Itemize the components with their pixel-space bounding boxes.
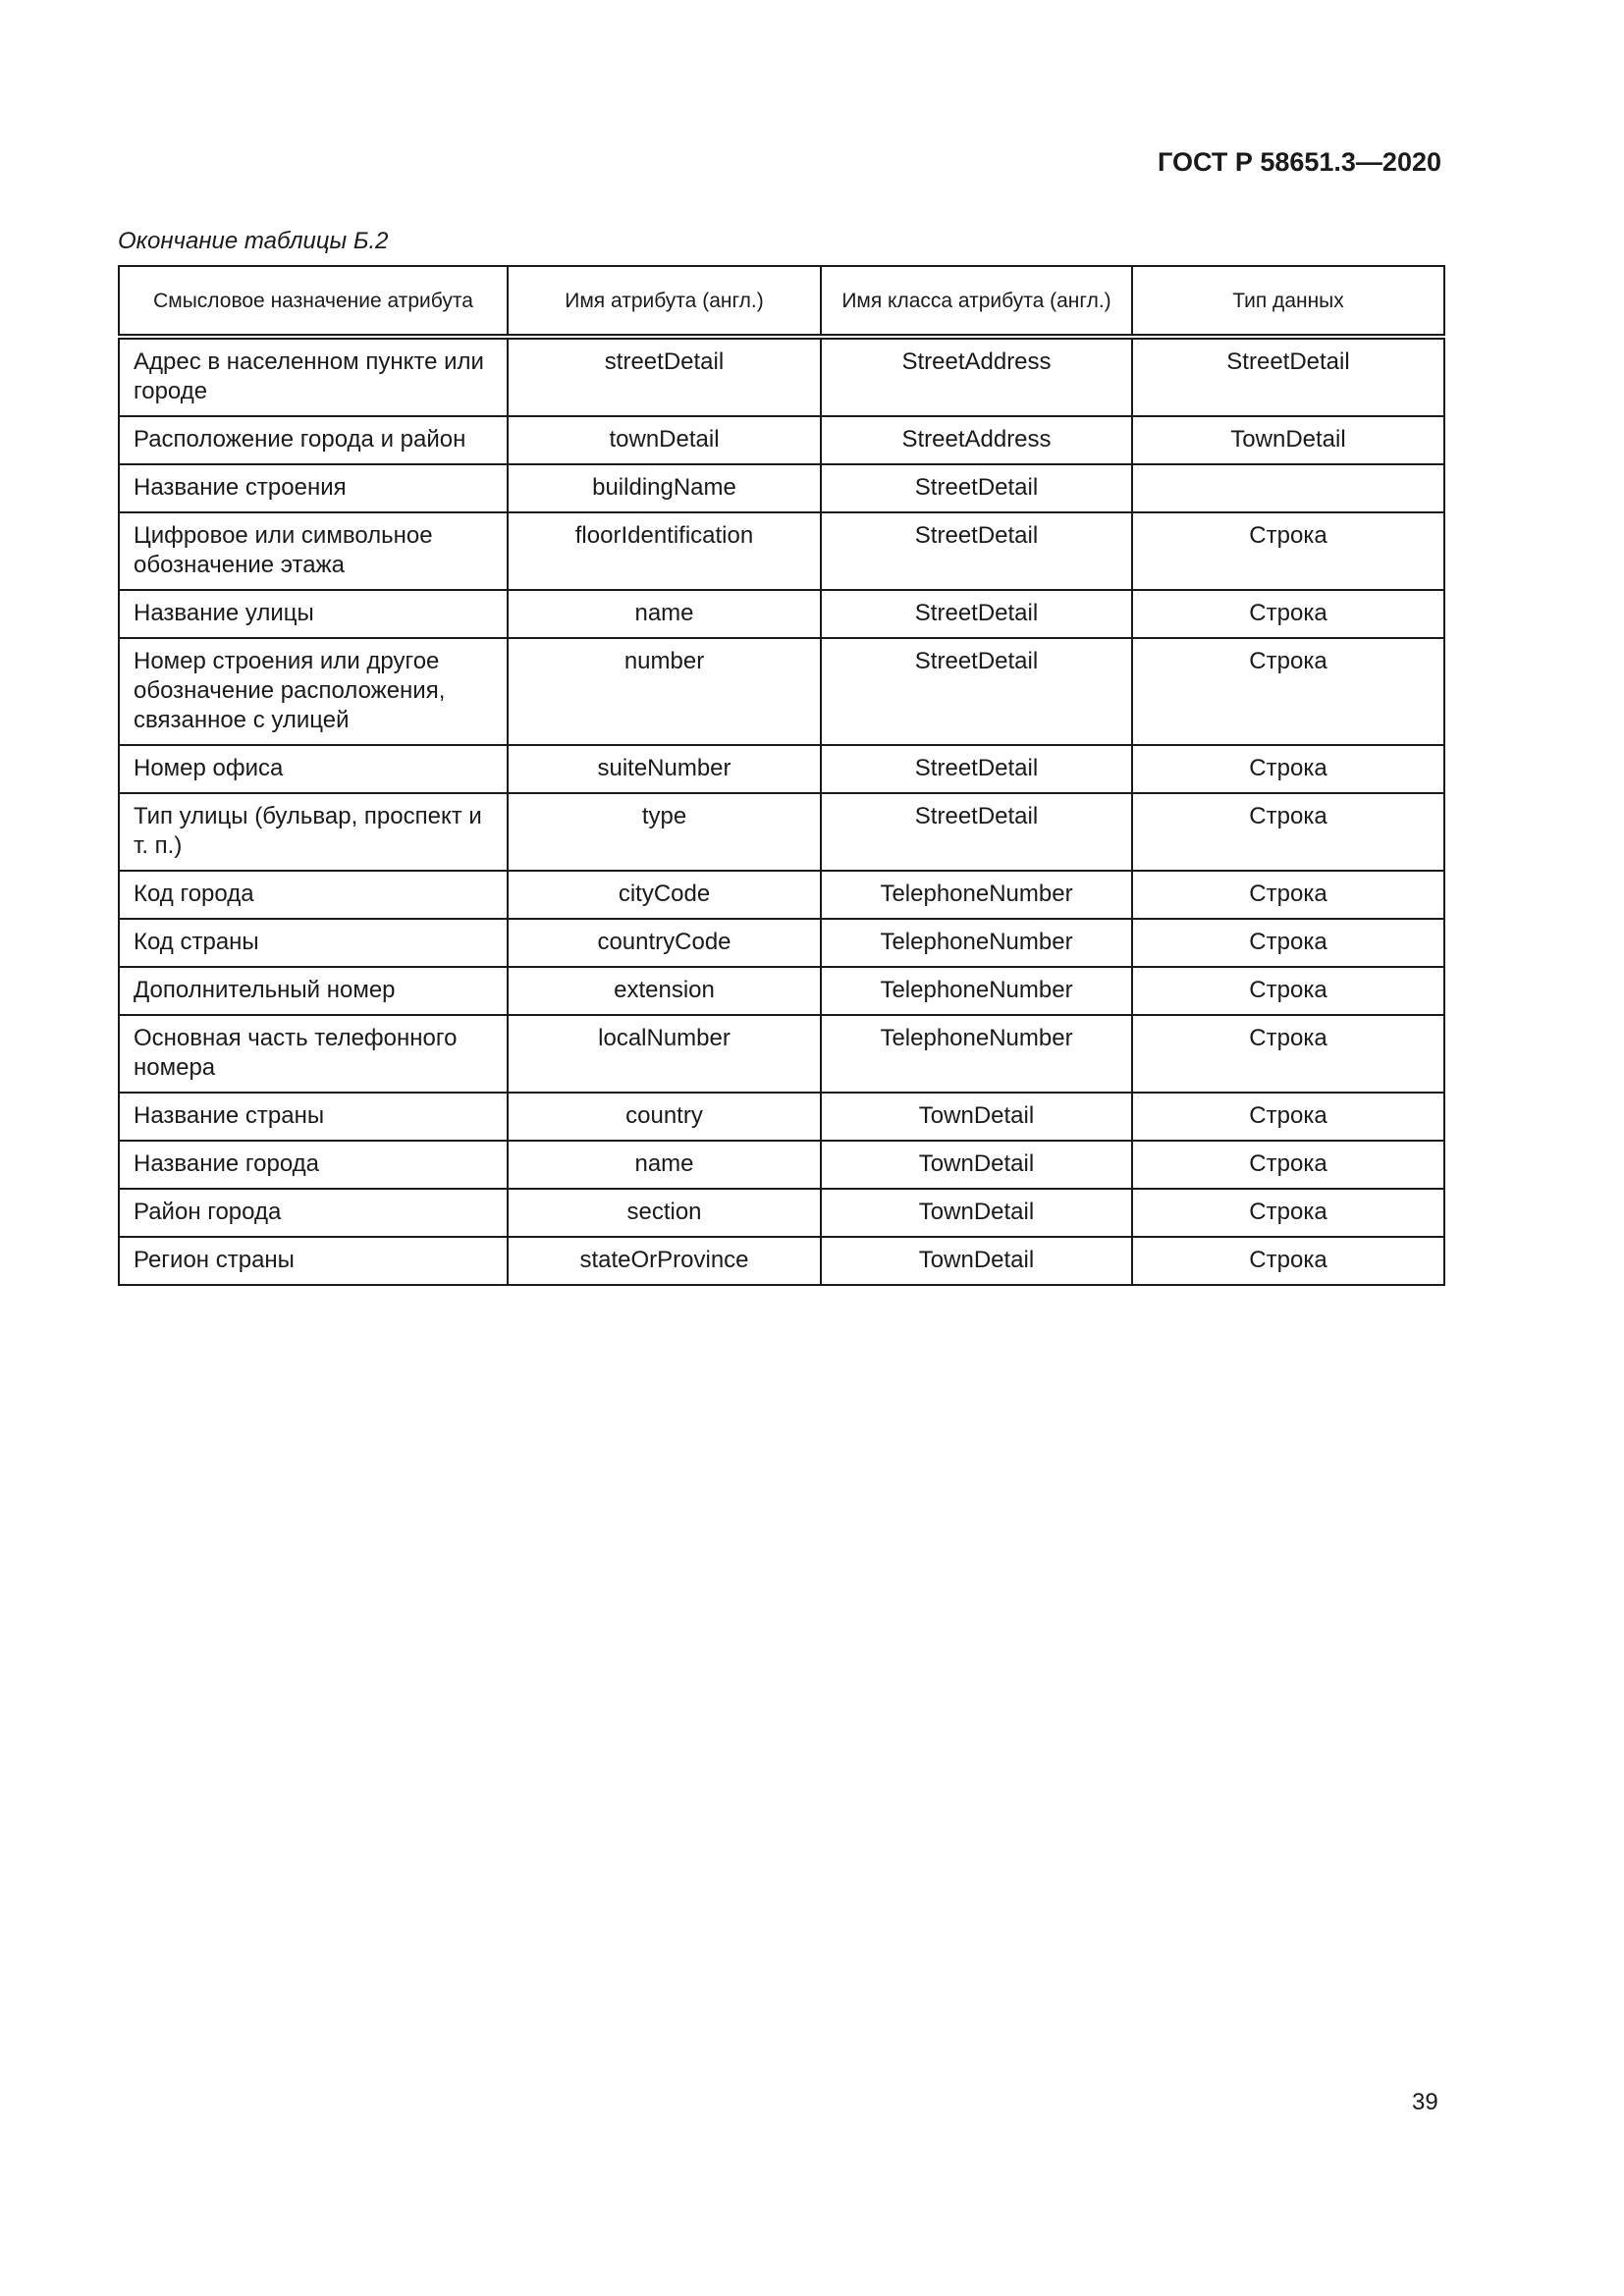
table-cell: StreetDetail (820, 744, 1133, 794)
table-row: Район города section TownDetail Строка (118, 1188, 1445, 1238)
table-cell: TelephoneNumber (820, 870, 1133, 920)
table-cell: Номер строения или другое обозначение ра… (118, 637, 509, 746)
table-cell: stateOrProvince (507, 1236, 822, 1286)
table-row: Адрес в населенном пункте или городе stre… (118, 336, 1445, 417)
table-row: Цифровое или символьное обозначение этаж… (118, 511, 1445, 591)
table-cell: TownDetail (820, 1188, 1133, 1238)
column-header: Смысловое назначение атрибута (118, 265, 509, 340)
table-row: Название страны country TownDetail Строка (118, 1092, 1445, 1142)
table-cell: StreetDetail (820, 463, 1133, 513)
table-cell: floorIdentification (507, 511, 822, 591)
table-cell: Адрес в населенном пункте или городе (118, 336, 509, 417)
table-cell: Строка (1131, 1188, 1445, 1238)
table-cell: Код страны (118, 918, 509, 968)
table-cell: Регион страны (118, 1236, 509, 1286)
table-cell: TelephoneNumber (820, 918, 1133, 968)
table-cell: Номер офиса (118, 744, 509, 794)
table-cell: countryCode (507, 918, 822, 968)
table-cell: Название строения (118, 463, 509, 513)
table-cell: streetDetail (507, 336, 822, 417)
table-cell: TownDetail (820, 1140, 1133, 1190)
table-cell: Код города (118, 870, 509, 920)
table-row: Номер офиса suiteNumber StreetDetail Строка (118, 744, 1445, 794)
table-cell: StreetDetail (820, 589, 1133, 639)
table-cell: localNumber (507, 1014, 822, 1094)
table-cell: Строка (1131, 1236, 1445, 1286)
table-cell: Название города (118, 1140, 509, 1190)
table-cell: TelephoneNumber (820, 966, 1133, 1016)
table-cell: StreetDetail (1131, 336, 1445, 417)
table-cell: TownDetail (820, 1236, 1133, 1286)
table-cell: Строка (1131, 589, 1445, 639)
table-row: Название города name TownDetail Строка (118, 1140, 1445, 1190)
table-row: Дополнительный номер extension TelephoneNu… (118, 966, 1445, 1016)
table-cell: Строка (1131, 744, 1445, 794)
table-cell (1131, 463, 1445, 513)
table-cell: Строка (1131, 511, 1445, 591)
table-caption: Окончание таблицы Б.2 (118, 228, 389, 254)
table-cell: Цифровое или символьное обозначение этаж… (118, 511, 509, 591)
table-header-row: Смысловое назначение атрибута Имя атрибу… (118, 265, 1445, 340)
table-cell: name (507, 589, 822, 639)
table-cell: suiteNumber (507, 744, 822, 794)
table-cell: Строка (1131, 637, 1445, 746)
table-cell: buildingName (507, 463, 822, 513)
column-header: Имя атрибута (англ.) (507, 265, 822, 340)
table-row: Номер строения или другое обозначение ра… (118, 637, 1445, 746)
table-row: Расположение города и район townDetail Str… (118, 415, 1445, 465)
table-cell: extension (507, 966, 822, 1016)
table-cell: townDetail (507, 415, 822, 465)
table-cell: Название страны (118, 1092, 509, 1142)
page-number: 39 (1412, 2089, 1438, 2115)
table-cell: Строка (1131, 966, 1445, 1016)
column-header: Тип данных (1131, 265, 1445, 340)
table-cell: StreetDetail (820, 637, 1133, 746)
document-code: ГОСТ Р 58651.3—2020 (1158, 147, 1441, 177)
table-row: Регион страны stateOrProvince TownDetail Ст… (118, 1236, 1445, 1286)
column-header: Имя класса атрибута (англ.) (820, 265, 1133, 340)
table-row: Код страны countryCode TelephoneNumber Стро… (118, 918, 1445, 968)
table-cell: TownDetail (820, 1092, 1133, 1142)
table-cell: StreetAddress (820, 336, 1133, 417)
table-cell: Строка (1131, 1140, 1445, 1190)
table-row: Название строения buildingName StreetDetai… (118, 463, 1445, 513)
attribute-table: Смысловое назначение атрибута Имя атрибу… (118, 265, 1445, 1286)
table-cell: Дополнительный номер (118, 966, 509, 1016)
table-cell: Строка (1131, 792, 1445, 872)
table-row: Тип улицы (бульвар, проспект и т. п.) typ… (118, 792, 1445, 872)
table-cell: Строка (1131, 870, 1445, 920)
table-cell: cityCode (507, 870, 822, 920)
table-cell: country (507, 1092, 822, 1142)
table-cell: Район города (118, 1188, 509, 1238)
table-cell: StreetAddress (820, 415, 1133, 465)
table-cell: StreetDetail (820, 792, 1133, 872)
table-cell: Строка (1131, 1014, 1445, 1094)
table-row: Код города cityCode TelephoneNumber Строка (118, 870, 1445, 920)
table-row: Название улицы name StreetDetail Строка (118, 589, 1445, 639)
table-cell: Расположение города и район (118, 415, 509, 465)
table-cell: StreetDetail (820, 511, 1133, 591)
table-row: Основная часть телефонного номера localNu… (118, 1014, 1445, 1094)
table-cell: TownDetail (1131, 415, 1445, 465)
table-cell: Строка (1131, 918, 1445, 968)
table-cell: Название улицы (118, 589, 509, 639)
table-cell: name (507, 1140, 822, 1190)
table-cell: Основная часть телефонного номера (118, 1014, 509, 1094)
table-cell: section (507, 1188, 822, 1238)
table-cell: Строка (1131, 1092, 1445, 1142)
table-cell: type (507, 792, 822, 872)
table-cell: TelephoneNumber (820, 1014, 1133, 1094)
table-cell: number (507, 637, 822, 746)
table-cell: Тип улицы (бульвар, проспект и т. п.) (118, 792, 509, 872)
